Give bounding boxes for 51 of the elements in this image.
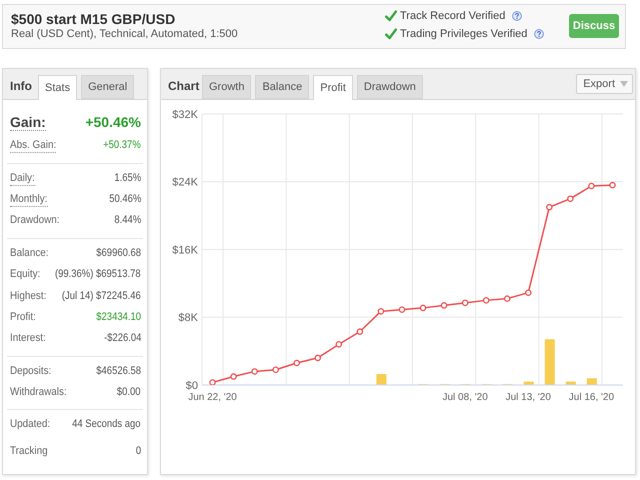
y-tick-label: $8K [178,312,199,324]
text: Balance: [10,247,49,260]
y-tick-label: $0 [186,380,198,392]
text: Tracking [10,445,48,458]
text: Trading Privileges Verified [400,28,528,40]
text: Abs. Gain: [10,139,56,153]
text: +50.46% [85,114,141,130]
y-tick-label: $16K [172,244,199,256]
text: $500 start M15 GBP/USD [11,11,176,27]
text: Deposits: [10,365,52,378]
tab: Profit [313,75,353,100]
text: Real (USD Cent), Technical, Automated, 1:500 [11,28,238,40]
text: (Jul 14) $72245.46 [62,290,141,303]
tab: Drawdown [356,75,423,99]
text: Highest: [10,290,46,303]
export-button: Export [576,74,633,94]
text: +50.37% [103,139,141,152]
text: 8.44% [114,214,141,227]
x-tick-label: Jul 16, '20 [568,392,614,404]
x-tick-label: Jul 08, '20 [442,392,488,404]
tab: Balance [255,75,310,99]
text: $69960.68 [96,247,141,260]
text: 44 Seconds ago [72,418,141,431]
text: 1.65% [114,172,141,185]
chart-title: Chart [168,79,200,93]
text: Interest: [10,332,46,345]
x-tick-label: Jul 13, '20 [506,392,552,404]
text: Drawdown: [10,214,60,227]
text: Equity: [10,268,40,281]
text: Daily: [10,172,35,186]
tab: Growth [202,75,252,99]
tab: Stats [38,75,78,100]
text: Gain: [10,114,46,131]
text: (99.36%) $69513.78 [55,268,141,281]
text: 0 [136,445,141,458]
y-tick-label: $24K [172,176,199,189]
text: $46526.58 [96,365,141,378]
y-tick-label: $32K [172,108,199,121]
text: $0.00 [117,386,141,399]
text: Monthly: [10,193,48,207]
text: Info [10,79,32,93]
x-tick-label: Jun 22, '20 [188,392,238,404]
text: Track Record Verified [400,10,506,22]
text: 50.46% [108,193,141,206]
text: $23434.10 [96,311,141,324]
text: -$226.04 [104,332,141,345]
text: Profit: [10,311,36,324]
text: Withdrawals: [10,386,67,399]
tab: General [81,75,134,99]
discuss-button: Discuss [569,14,619,38]
text: Updated: [10,418,50,431]
